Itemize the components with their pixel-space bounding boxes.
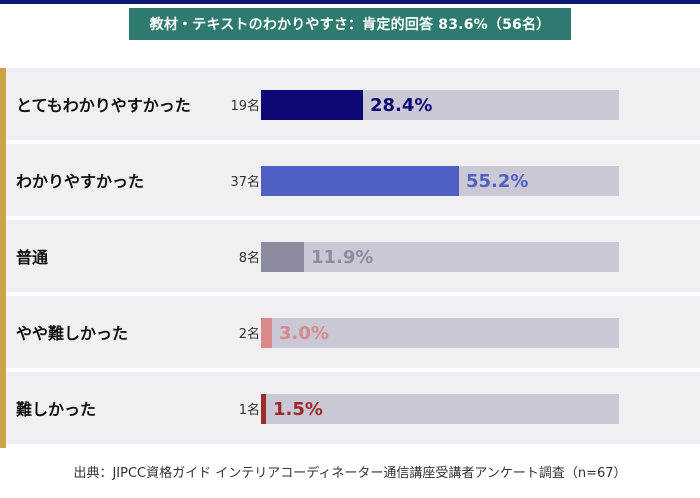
chart-row: 普通 8名 11.9% xyxy=(6,220,700,292)
chart-row: やや難しかった 2名 3.0% xyxy=(6,296,700,368)
bar-fill xyxy=(261,394,266,424)
respondent-count: 2名 xyxy=(238,326,260,342)
chart-row: とてもわかりやすかった 19名 28.4% xyxy=(6,68,700,140)
top-border-line xyxy=(0,0,700,4)
category-label: 普通 xyxy=(16,248,49,267)
percentage-label: 11.9% xyxy=(311,246,374,268)
bar-track: 3.0% xyxy=(261,318,619,348)
chart-row: わかりやすかった 37名 55.2% xyxy=(6,144,700,216)
percentage-label: 28.4% xyxy=(370,94,433,116)
bar-track: 28.4% xyxy=(261,90,619,120)
source-note: 出典：JIPCC資格ガイド インテリアコーディネーター通信講座受講者アンケート調… xyxy=(73,466,627,481)
chart-title: 教材・テキストのわかりやすさ：肯定的回答 83.6%（56名） xyxy=(129,8,571,40)
category-label: とてもわかりやすかった xyxy=(16,96,191,115)
respondent-count: 8名 xyxy=(238,250,260,266)
bar-fill xyxy=(261,242,304,272)
bar-track: 1.5% xyxy=(261,394,619,424)
percentage-label: 1.5% xyxy=(273,398,323,420)
percentage-label: 55.2% xyxy=(466,170,529,192)
category-label: 難しかった xyxy=(16,400,97,419)
chart-row: 難しかった 1名 1.5% xyxy=(6,372,700,444)
bar-fill xyxy=(261,166,459,196)
left-accent-bar xyxy=(0,68,6,448)
respondent-count: 1名 xyxy=(238,402,260,418)
percentage-label: 3.0% xyxy=(279,322,329,344)
bar-fill xyxy=(261,318,272,348)
respondent-count: 37名 xyxy=(230,174,260,190)
category-label: やや難しかった xyxy=(16,324,129,343)
category-label: わかりやすかった xyxy=(16,172,145,191)
respondent-count: 19名 xyxy=(230,98,260,114)
bar-track: 11.9% xyxy=(261,242,619,272)
bar-track: 55.2% xyxy=(261,166,619,196)
bar-fill xyxy=(261,90,363,120)
